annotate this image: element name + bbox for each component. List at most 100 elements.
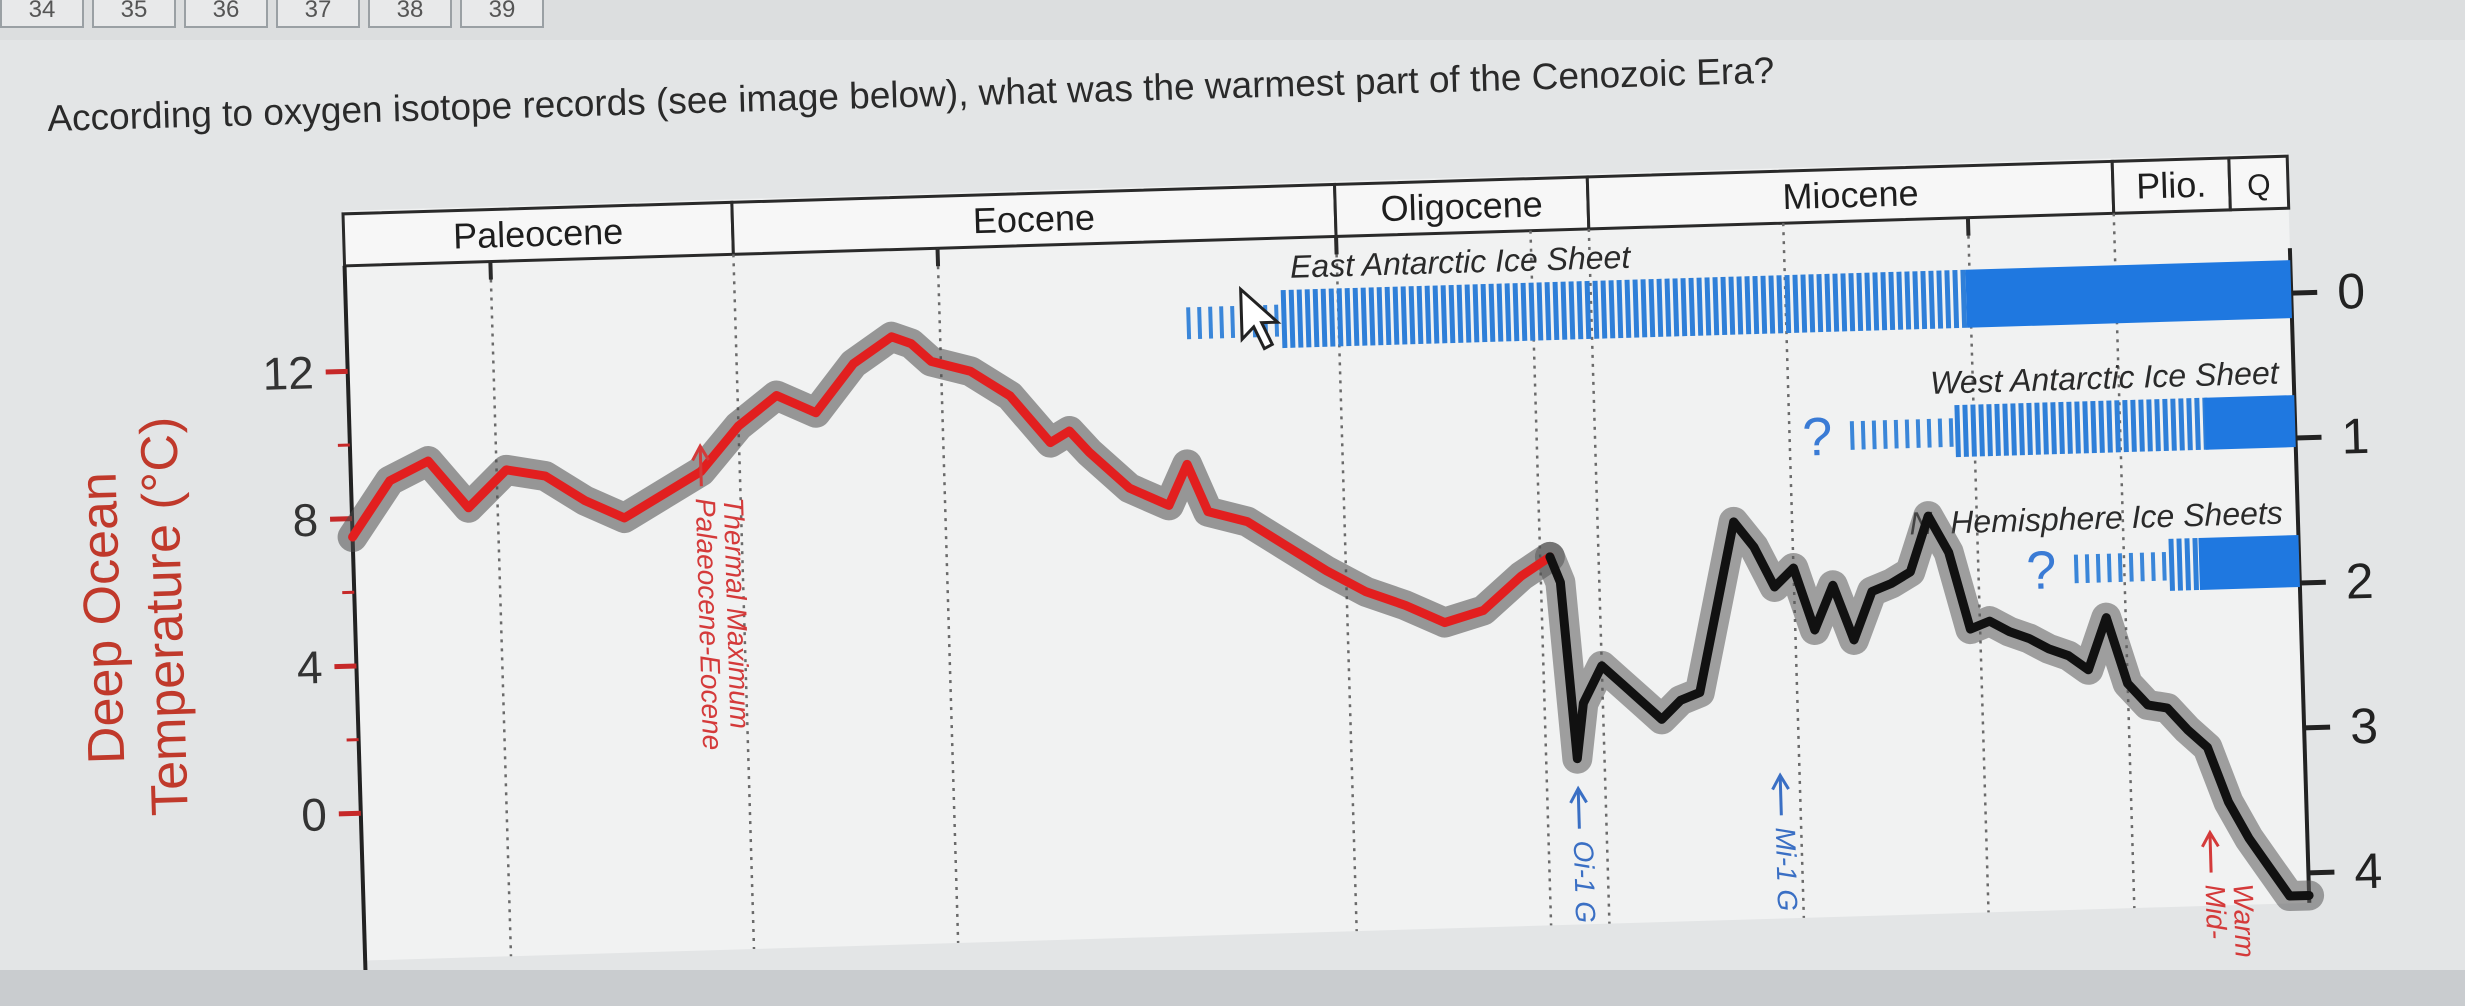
ice-tick-dense xyxy=(2186,398,2193,451)
left-major-tick xyxy=(338,810,361,817)
ice-tick-dense xyxy=(2050,402,2057,455)
epoch-tick xyxy=(488,261,493,280)
ice-tick-sparse xyxy=(1219,306,1225,339)
right-tick-label: 4 xyxy=(2354,843,2383,900)
annotation-label: Oi-1 G xyxy=(1568,840,1601,923)
ice-bar-solid xyxy=(2204,395,2296,450)
ice-tick-dense xyxy=(1624,279,1632,338)
right-major-tick xyxy=(2295,434,2322,441)
right-tick-label: 2 xyxy=(2345,553,2374,610)
page-button[interactable]: 35 xyxy=(92,0,176,28)
ice-tick-dense xyxy=(1824,273,1832,332)
ice-tick-dense xyxy=(1560,281,1568,340)
annotation-arrowhead xyxy=(691,443,710,462)
ice-tick-dense xyxy=(1328,288,1336,347)
ice-tick-dense xyxy=(1312,288,1320,348)
page-button[interactable]: 39 xyxy=(460,0,544,28)
annotation-label: Thermal Maximum xyxy=(718,497,756,730)
ice-tick-dense xyxy=(1592,280,1600,339)
ice-tick-dense xyxy=(1986,404,1993,457)
ice-tick-dense xyxy=(1464,284,1472,343)
ice-tick-dense xyxy=(1880,272,1888,331)
ice-tick-dense xyxy=(1600,280,1608,339)
ice-tick-dense xyxy=(2170,398,2177,451)
ice-tick-dense xyxy=(1978,404,1985,457)
ice-tick-dense xyxy=(1440,285,1448,344)
ice-tick-dense xyxy=(1888,271,1896,331)
epoch-label: Plio. xyxy=(2136,164,2207,207)
bottom-bar xyxy=(0,970,2465,1006)
ice-tick-dense xyxy=(1488,283,1496,342)
epoch-label: Paleocene xyxy=(453,211,624,257)
ice-tick-dense xyxy=(2162,398,2169,451)
ice-tick-dense xyxy=(2130,399,2137,452)
ice-tick-dense xyxy=(1970,404,1977,457)
right-major-tick xyxy=(2299,579,2326,586)
annotation-group: Mi-1 G xyxy=(1770,827,1803,912)
ice-tick-dense xyxy=(2042,402,2049,455)
ylabel-line: Temperature (°C) xyxy=(130,416,200,817)
ice-tick-dense xyxy=(2192,538,2199,591)
epoch-label: Oligocene xyxy=(1380,183,1543,229)
ice-tick-dense xyxy=(1744,276,1752,335)
ice-tick-dense xyxy=(1544,282,1552,341)
left-major-tick xyxy=(334,663,357,670)
ice-tick-dense xyxy=(1752,275,1760,335)
ice-tick-dense xyxy=(1856,272,1864,331)
page-button[interactable]: 38 xyxy=(368,0,452,28)
ice-tick-dense xyxy=(1424,285,1432,344)
page-button[interactable]: 37 xyxy=(276,0,360,28)
ice-tick-dense xyxy=(1954,405,1961,458)
ice-tick-dense xyxy=(1288,289,1296,348)
right-major-tick xyxy=(2308,869,2335,876)
page-button[interactable]: 36 xyxy=(184,0,268,28)
ice-tick-dense xyxy=(1920,270,1928,330)
ice-tick-sparse xyxy=(2150,552,2156,581)
ice-tick-dense xyxy=(1528,282,1536,341)
ice-tick-dense xyxy=(1640,279,1648,338)
left-major-tick xyxy=(325,368,348,375)
ice-tick-dense xyxy=(1456,284,1464,343)
ice-tick-dense xyxy=(1432,285,1440,344)
ice-tick-sparse xyxy=(1948,418,1954,447)
ice-tick-dense xyxy=(1496,283,1504,342)
ice-tick-dense xyxy=(1808,274,1816,333)
ice-tick-dense xyxy=(2074,401,2081,454)
ice-tick-dense xyxy=(1336,288,1344,347)
ice-sheet-question: ? xyxy=(2025,540,2057,601)
ice-tick-dense xyxy=(1784,274,1792,334)
ice-tick-dense xyxy=(1672,278,1680,337)
ice-tick-dense xyxy=(1280,289,1288,349)
ice-tick-sparse xyxy=(1893,419,1899,449)
ice-tick-dense xyxy=(1448,284,1456,344)
ice-tick-dense xyxy=(2184,538,2191,591)
ice-tick-dense xyxy=(2122,400,2129,453)
ice-tick-dense xyxy=(1352,287,1360,346)
ice-tick-sparse xyxy=(1186,307,1192,340)
annotation-group: Mid-Warm xyxy=(2199,883,2260,958)
page-button[interactable]: 34 xyxy=(0,0,84,28)
ice-tick-dense xyxy=(1962,404,1969,457)
ice-tick-dense xyxy=(1792,274,1800,333)
right-major-tick xyxy=(2291,289,2318,296)
ice-tick-dense xyxy=(2058,401,2065,455)
ice-tick-dense xyxy=(1552,281,1560,341)
ice-tick-sparse xyxy=(1882,420,1888,449)
ice-tick-dense xyxy=(1608,280,1616,339)
annotation-arrow xyxy=(1778,775,1783,816)
right-major-tick xyxy=(2304,724,2331,731)
ice-tick-sparse xyxy=(2117,553,2123,582)
ice-tick-dense xyxy=(2106,400,2113,453)
ice-tick-dense xyxy=(1904,271,1912,330)
ice-tick-dense xyxy=(2114,400,2121,453)
ice-tick-dense xyxy=(1504,283,1512,342)
ice-tick-dense xyxy=(2002,403,2009,456)
ice-tick-dense xyxy=(2168,538,2175,591)
ice-tick-dense xyxy=(1936,270,1944,329)
ice-tick-dense xyxy=(1728,276,1736,335)
ice-tick-dense xyxy=(1536,282,1544,341)
left-tick-label: 8 xyxy=(292,494,319,547)
ice-tick-sparse xyxy=(1871,420,1877,450)
ice-tick-dense xyxy=(1368,287,1376,346)
annotation-label: Palaeocene-Eocene xyxy=(690,498,728,751)
